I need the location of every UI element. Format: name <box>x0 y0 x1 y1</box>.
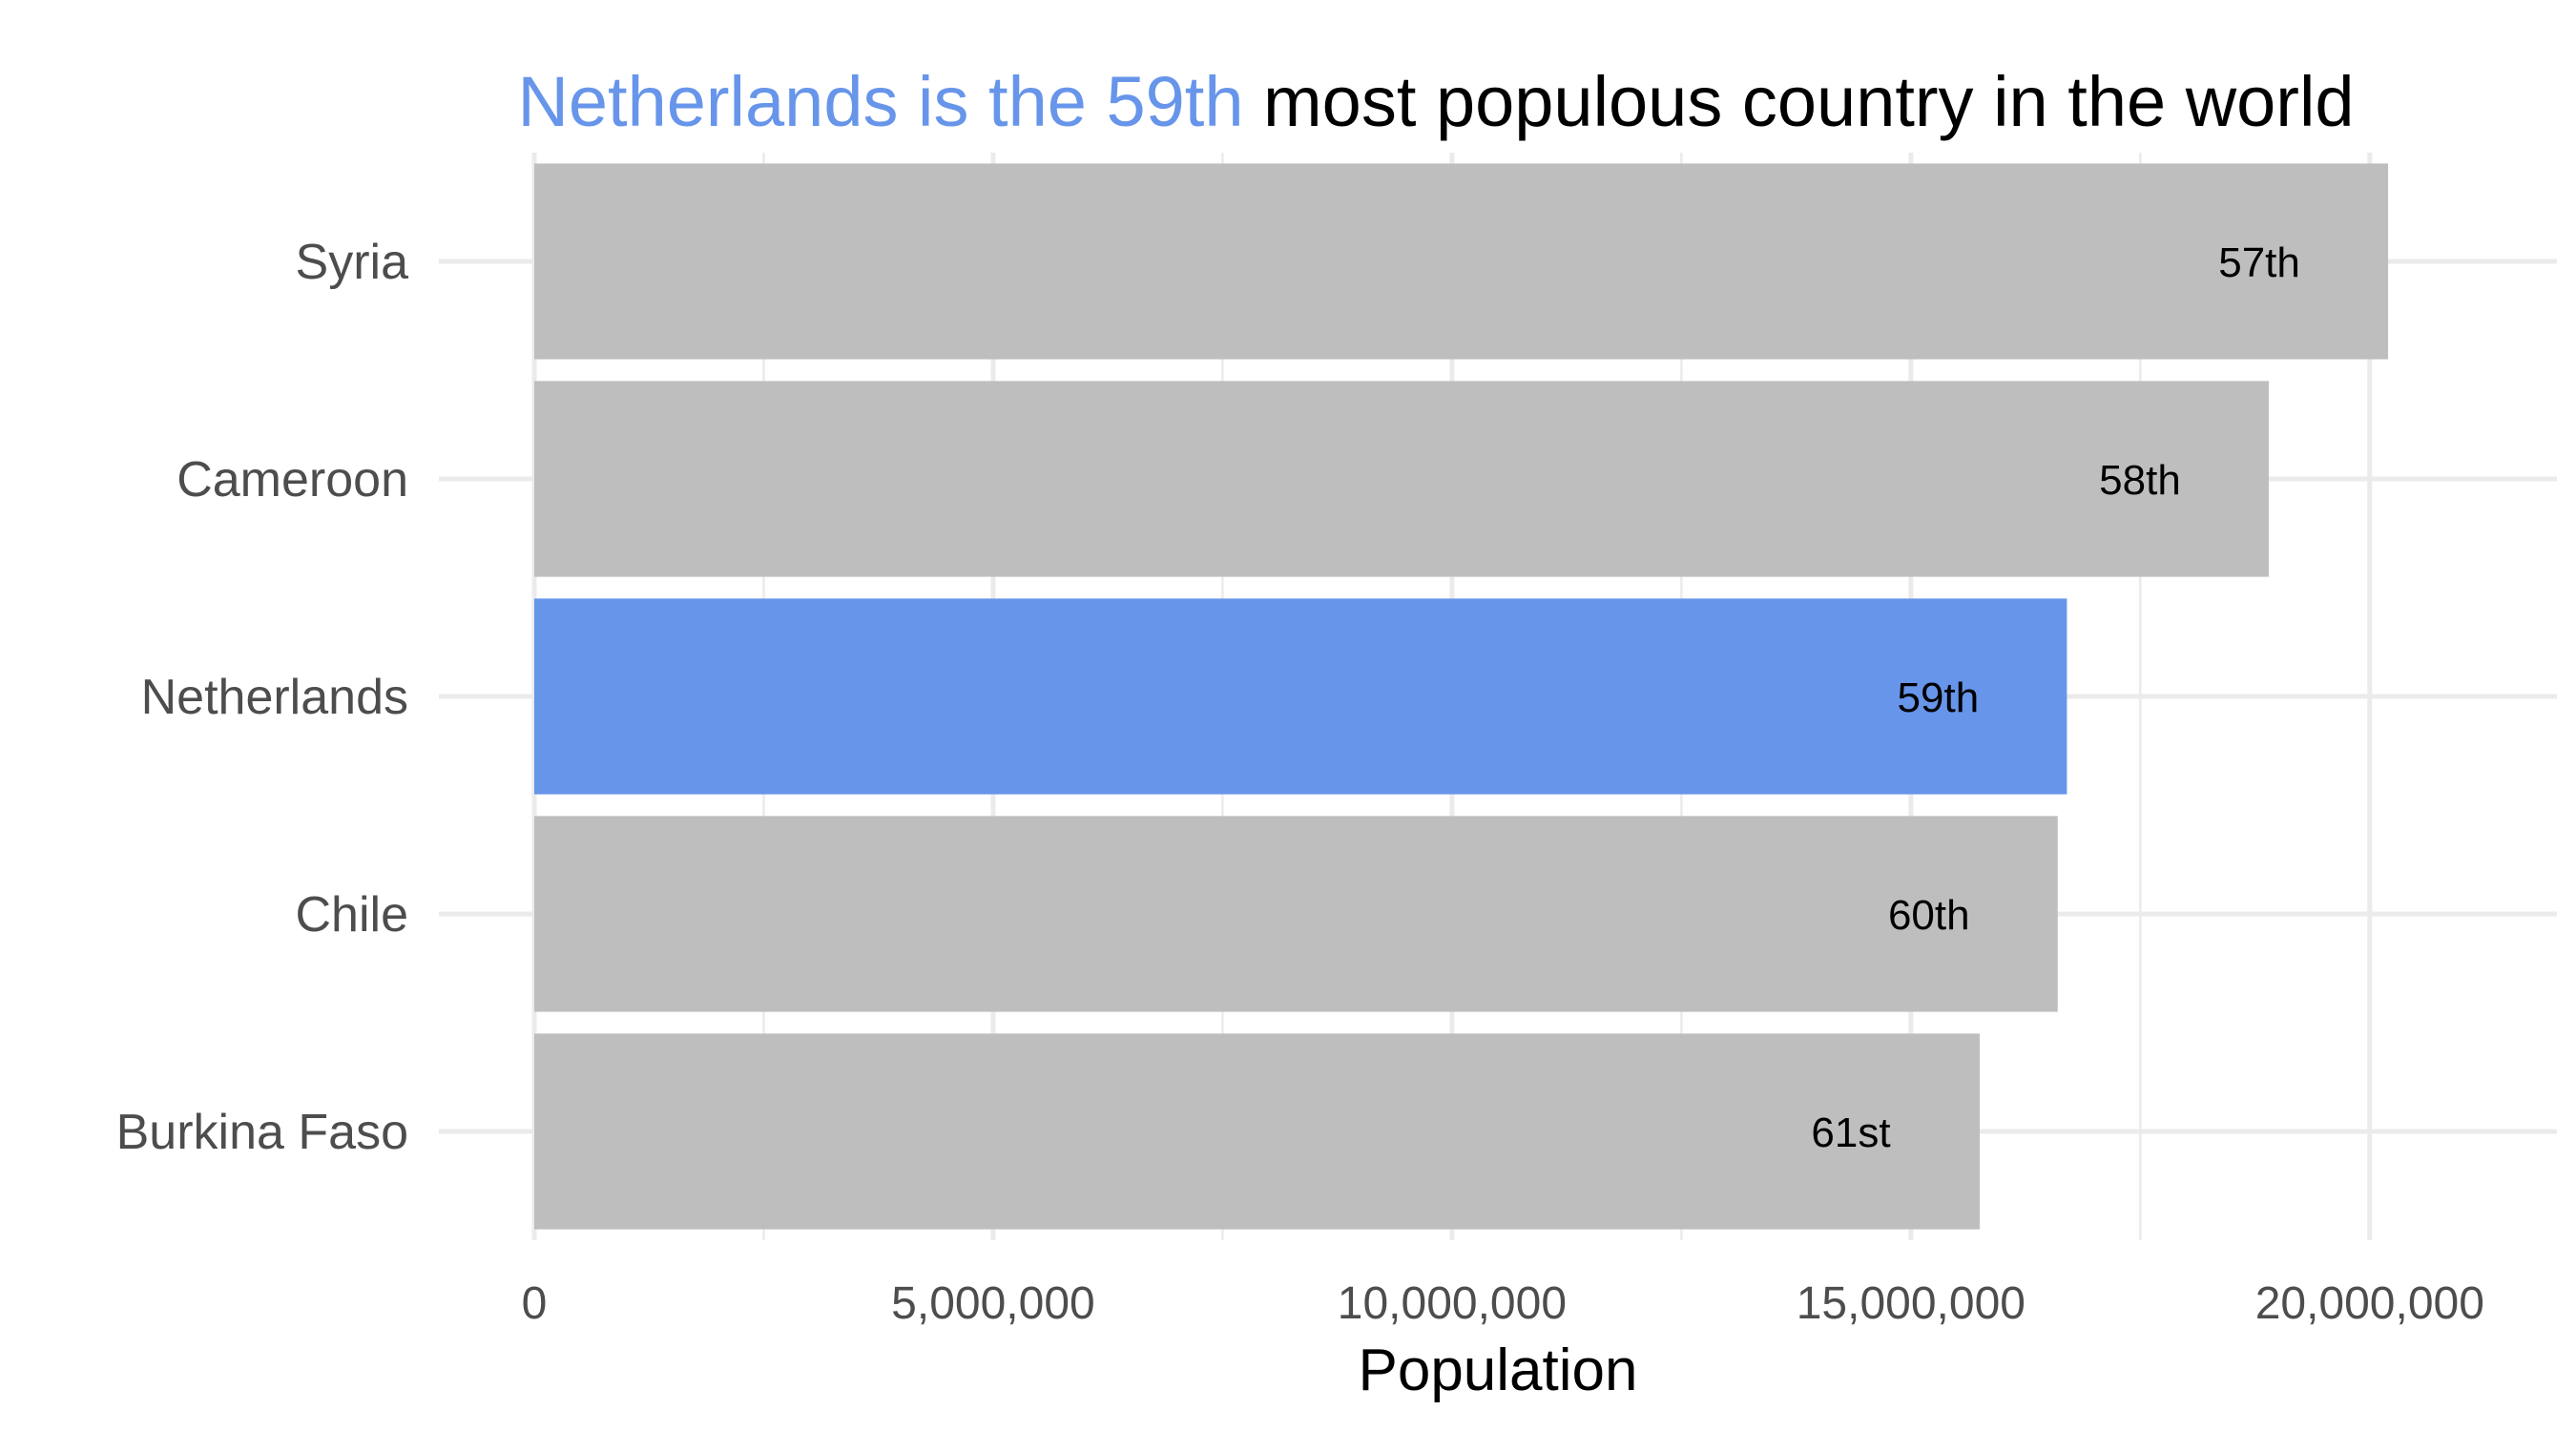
bar-rank-label: 60th <box>1888 892 1970 939</box>
bar-rank-label: 58th <box>2099 457 2181 504</box>
bar-chile <box>534 816 2058 1012</box>
x-tick-label: 15,000,000 <box>1797 1278 2025 1329</box>
x-tick-label: 20,000,000 <box>2255 1278 2484 1329</box>
bar-rank-label: 61st <box>1811 1110 1890 1156</box>
bar-cameroon <box>534 381 2269 577</box>
chart-title-highlight: Netherlands is the 59th <box>517 62 1243 141</box>
category-label: Chile <box>296 887 409 943</box>
x-axis-label: Population <box>1358 1338 1637 1403</box>
bar-netherlands <box>534 598 2067 795</box>
chart-title: Netherlands is the 59th most populous co… <box>517 62 2354 141</box>
category-label: Burkina Faso <box>116 1105 408 1160</box>
chart-title-rest: most populous country in the world <box>1243 62 2354 141</box>
bar-burkina-faso <box>534 1033 1980 1230</box>
category-label: Syria <box>296 235 409 290</box>
bars-layer <box>534 163 2389 1230</box>
x-tick-label: 10,000,000 <box>1338 1278 1567 1329</box>
labels-layer: 0 5,000,000 10,000,000 15,000,000 20,000,000… <box>116 235 2484 1329</box>
x-tick-label: 5,000,000 <box>891 1278 1095 1329</box>
category-label: Cameroon <box>177 452 408 508</box>
x-tick-label: 0 <box>522 1278 548 1329</box>
category-label: Netherlands <box>141 670 408 725</box>
bar-rank-label: 59th <box>1898 674 1980 721</box>
bar-syria <box>534 163 2389 360</box>
bar-rank-label: 57th <box>2218 239 2300 286</box>
